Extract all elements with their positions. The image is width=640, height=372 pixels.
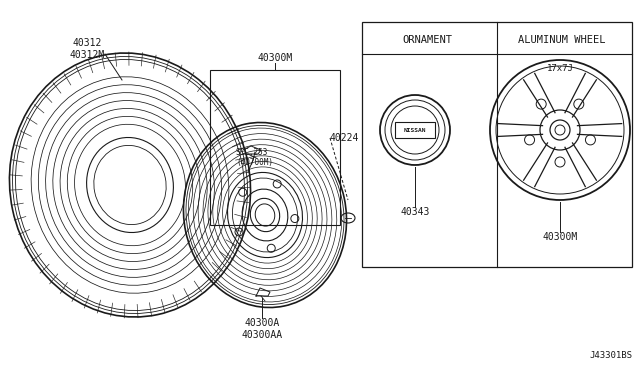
Text: 40343: 40343 — [400, 207, 429, 217]
Text: 40224: 40224 — [330, 133, 360, 143]
Text: 40300A
40300AA: 40300A 40300AA — [241, 318, 283, 340]
Text: ALUMINUM WHEEL: ALUMINUM WHEEL — [518, 35, 605, 45]
Text: 40300M: 40300M — [257, 53, 292, 63]
Text: 40312
40312M: 40312 40312M — [69, 38, 104, 60]
Text: NISSAN: NISSAN — [404, 128, 426, 132]
Text: 17x7J: 17x7J — [547, 64, 573, 73]
Bar — [362, 22, 632, 267]
Text: J43301BS: J43301BS — [589, 351, 632, 360]
Bar — [210, 70, 340, 225]
Text: ORNAMENT: ORNAMENT — [402, 35, 452, 45]
Bar — [395, 122, 435, 138]
Text: SEC.253
(40700M): SEC.253 (40700M) — [236, 148, 273, 167]
Text: 40300M: 40300M — [542, 232, 578, 242]
